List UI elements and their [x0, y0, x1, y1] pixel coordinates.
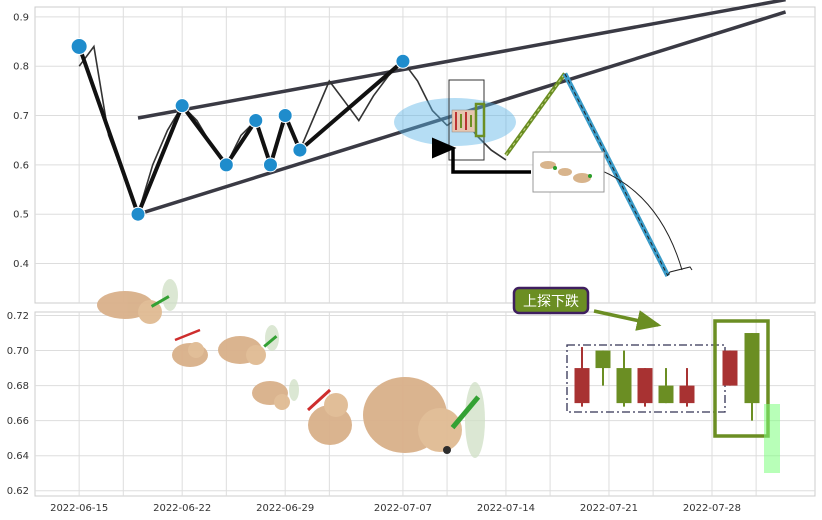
- x-tick-6: 2022-07-28: [683, 503, 741, 514]
- top-gridlines: [35, 7, 815, 303]
- candle-body-0: [574, 368, 590, 404]
- dog-4: [252, 379, 299, 410]
- mini-candles: [451, 102, 486, 138]
- highlight-candle-box: [713, 319, 770, 438]
- pivot-markers: [70, 37, 411, 222]
- forecast-down-leg-dash: [564, 73, 669, 277]
- return-arrow: [432, 137, 531, 174]
- bottom-y-tick-3: 0.68: [7, 381, 29, 392]
- top-y-tick-5: 0.9: [13, 12, 29, 23]
- annotation-text: 上探下跌: [523, 294, 579, 310]
- pivot-point-2: [174, 98, 190, 114]
- bottom-y-tick-4: 0.70: [7, 346, 29, 357]
- x-tick-1: 2022-06-22: [153, 503, 211, 514]
- dog-5: [306, 388, 352, 445]
- pivot-point-7: [292, 142, 308, 158]
- candle-body-5: [679, 385, 695, 404]
- x-tick-5: 2022-07-21: [580, 503, 638, 514]
- candlesticks: [574, 333, 760, 421]
- x-tick-4: 2022-07-14: [477, 503, 535, 514]
- top-y-tick-labels: 0.4 0.5 0.6 0.7 0.8 0.9: [13, 12, 29, 270]
- x-tick-labels: 2022-06-15 2022-06-22 2022-06-29 2022-07-07…: [50, 503, 741, 514]
- candle-body-4: [658, 385, 674, 404]
- candle-body-6: [722, 350, 738, 386]
- projection-bar: [764, 404, 780, 473]
- bottom-y-tick-0: 0.62: [7, 486, 29, 497]
- top-y-tick-0: 0.4: [13, 259, 29, 270]
- pivot-point-0: [70, 37, 88, 55]
- candle-body-2: [616, 368, 632, 404]
- annotation-arrow: [593, 309, 662, 331]
- dog-6: [363, 377, 485, 458]
- top-y-tick-2: 0.6: [13, 160, 29, 171]
- candle-body-7: [744, 333, 760, 404]
- candle-body-3: [637, 368, 653, 404]
- pivot-point-1: [130, 206, 146, 222]
- bottom-y-tick-5: 0.72: [7, 311, 29, 322]
- top-panel: 0.4 0.5 0.6 0.7 0.8 0.9: [13, 0, 816, 304]
- bottom-y-tick-labels: 0.62 0.64 0.66 0.68 0.70 0.72: [7, 311, 29, 497]
- annotation-label: 上探下跌: [512, 286, 590, 315]
- trendline-0: [137, 0, 786, 120]
- top-y-tick-4: 0.8: [13, 62, 29, 73]
- candle-body-1: [595, 350, 611, 369]
- x-tick-2: 2022-06-29: [256, 503, 314, 514]
- x-tick-0: 2022-06-15: [50, 503, 108, 514]
- dog-thumbnail: [532, 151, 605, 193]
- pivot-point-3: [218, 157, 234, 173]
- dog-2: [172, 328, 208, 367]
- top-plot-area: [34, 6, 816, 304]
- top-y-tick-1: 0.5: [13, 210, 29, 221]
- dog-1: [97, 279, 178, 324]
- dog-illustrations: [97, 279, 485, 458]
- top-y-tick-3: 0.7: [13, 111, 29, 122]
- forecast-end-bracket: [667, 266, 693, 276]
- x-tick-3: 2022-07-07: [374, 503, 432, 514]
- bottom-panel: 0.620.640.660.680.700.72 2022-06-15 2022-…: [7, 279, 816, 514]
- pivot-point-5: [262, 157, 278, 173]
- pattern-box: [566, 344, 726, 413]
- forecast-up-leg-dash: [505, 73, 566, 156]
- bottom-y-tick-1: 0.64: [7, 451, 29, 462]
- dog-3: [218, 325, 279, 365]
- pivot-point-4: [248, 112, 264, 128]
- pivot-point-8: [395, 53, 411, 69]
- forecast-arc: [599, 169, 683, 271]
- bottom-y-tick-2: 0.66: [7, 416, 29, 427]
- pivot-point-6: [277, 108, 293, 124]
